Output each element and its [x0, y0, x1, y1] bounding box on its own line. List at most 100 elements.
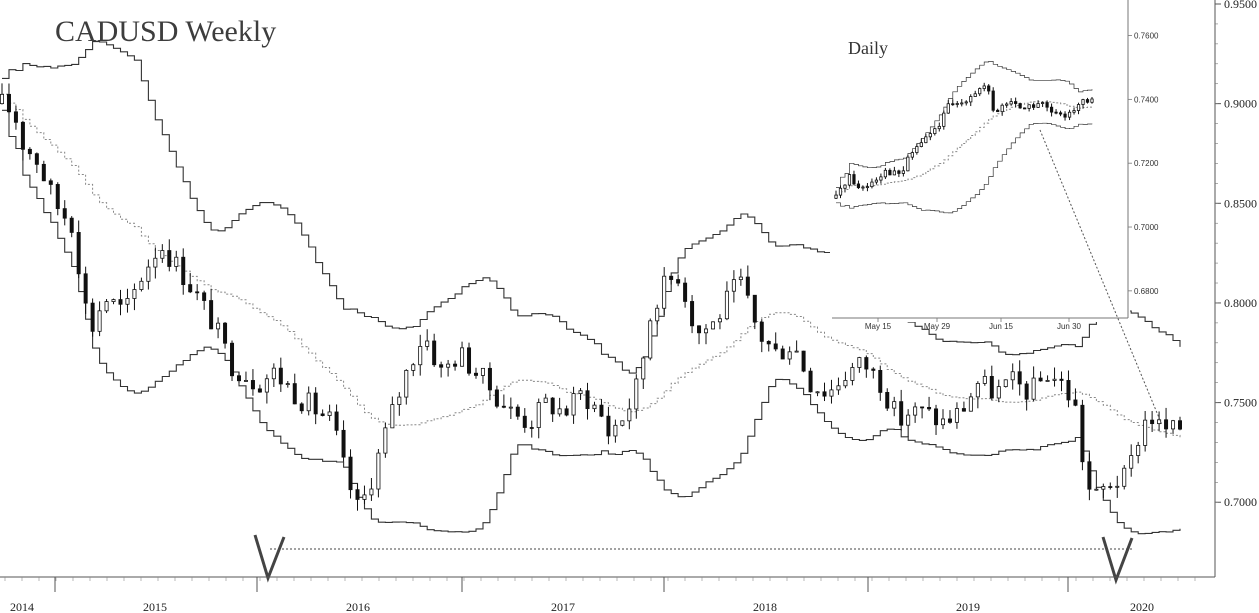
inset-candle	[996, 109, 1000, 113]
candle	[1115, 485, 1120, 488]
candle	[759, 321, 764, 342]
candle	[683, 282, 688, 302]
candle	[934, 408, 939, 426]
candle	[494, 389, 499, 407]
candle	[1136, 445, 1141, 456]
inset-candle	[991, 90, 995, 111]
inset-candle	[1076, 104, 1081, 111]
candle	[961, 408, 966, 412]
daily-inset: Daily 0.7600 0.7400 0.7200 0.7000 0.6800 May…	[830, 0, 1159, 331]
candle	[1087, 461, 1092, 490]
candle	[1003, 379, 1008, 387]
inset-y-tick-label: 0.7200	[1134, 159, 1159, 168]
inset-y-tick-label: 0.7600	[1134, 32, 1159, 41]
candle	[223, 322, 228, 344]
x-tick-label: 2020	[1130, 600, 1154, 613]
candle	[236, 375, 241, 382]
connector-arrow	[1039, 129, 1163, 426]
candle	[996, 386, 1001, 399]
candle	[243, 380, 248, 382]
inset-candle	[910, 152, 914, 158]
weekly-candles	[0, 83, 1183, 511]
candle	[717, 318, 722, 323]
inset-candle	[870, 181, 874, 188]
candle	[418, 346, 423, 366]
candle	[90, 302, 95, 332]
candle	[264, 378, 269, 393]
upper-band	[2, 41, 1181, 374]
x-tick-label: 2015	[143, 600, 167, 613]
candle	[724, 290, 729, 320]
candle	[13, 111, 18, 123]
inset-candle	[951, 103, 955, 106]
candle	[334, 411, 339, 431]
candle	[1129, 455, 1134, 469]
candle	[1101, 486, 1106, 490]
inset-candle	[1058, 112, 1063, 115]
inset-candle	[847, 174, 852, 186]
inset-lower-band	[836, 122, 1093, 214]
candle	[738, 276, 743, 281]
y-tick-label: 0.9000	[1224, 97, 1257, 111]
moving-average	[2, 93, 1181, 438]
candle	[947, 418, 952, 423]
candle	[857, 357, 862, 368]
candle	[529, 427, 534, 429]
candle	[299, 403, 304, 412]
candle	[557, 408, 562, 415]
candle	[104, 301, 109, 312]
inset-candle	[1049, 106, 1054, 113]
inset-candle	[982, 85, 986, 89]
candle	[1017, 371, 1022, 385]
candle	[27, 148, 32, 155]
candle	[216, 322, 221, 330]
candle	[1066, 380, 1071, 401]
inset-background	[830, 0, 1130, 322]
candle	[592, 404, 597, 410]
inset-candle	[1072, 110, 1076, 113]
candle	[69, 217, 74, 233]
candle	[815, 391, 820, 394]
y-tick-label: 0.9500	[1224, 0, 1257, 11]
inset-candle	[955, 103, 959, 105]
y-axis: 0.9500 0.9000 0.8500 0.8000 0.7500 0.7000	[1215, 0, 1257, 509]
inset-candle	[919, 142, 923, 147]
candle	[1038, 377, 1043, 382]
inset-candle	[892, 170, 896, 176]
chart-title: CADUSD Weekly	[55, 15, 276, 48]
candle	[195, 291, 200, 294]
candle	[1171, 420, 1176, 430]
candle	[627, 408, 632, 422]
candle	[1045, 380, 1050, 382]
candle	[188, 284, 193, 293]
candle	[34, 153, 39, 165]
candle	[731, 279, 736, 292]
inset-candle	[906, 156, 910, 172]
v-marker-left	[253, 534, 286, 583]
candle	[432, 340, 437, 366]
inset-candle	[942, 112, 946, 127]
inset-x-axis: May 15 May 29 Jun 15 Jun 30	[865, 318, 1082, 331]
candle	[83, 273, 88, 304]
candle	[250, 380, 255, 390]
candle	[285, 383, 290, 385]
x-tick-label: 2017	[551, 600, 575, 613]
candle	[850, 367, 855, 381]
candle	[348, 456, 353, 491]
candle	[487, 367, 492, 391]
candle	[927, 406, 932, 410]
candle	[202, 292, 207, 301]
candle	[578, 390, 583, 394]
candle	[1094, 488, 1099, 491]
candle	[341, 429, 346, 458]
inset-candle	[1018, 103, 1022, 109]
candle	[257, 388, 262, 393]
inset-candle	[1009, 101, 1013, 105]
candle	[1157, 419, 1162, 425]
candle	[662, 275, 667, 309]
x-axis: 2014 2015 2016 2017 2018 2019 2020	[4, 577, 1196, 613]
inset-middle-band	[836, 101, 1093, 196]
candle	[20, 121, 25, 150]
inset-candle	[1000, 104, 1004, 113]
inset-candle	[865, 186, 870, 189]
